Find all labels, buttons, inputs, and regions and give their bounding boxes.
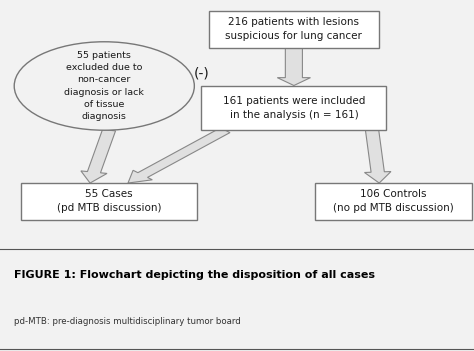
Bar bbox=[201, 86, 386, 130]
Text: (-): (-) bbox=[193, 67, 210, 81]
Text: FIGURE 1: Flowchart depicting the disposition of all cases: FIGURE 1: Flowchart depicting the dispos… bbox=[14, 270, 375, 280]
Polygon shape bbox=[277, 48, 310, 86]
Text: pd-MTB: pre-diagnosis multidisciplinary tumor board: pd-MTB: pre-diagnosis multidisciplinary … bbox=[14, 317, 241, 326]
Ellipse shape bbox=[14, 42, 194, 130]
Polygon shape bbox=[81, 130, 116, 183]
Bar bbox=[315, 183, 472, 220]
Bar bbox=[21, 183, 197, 220]
Text: 161 patients were included
in the analysis (n = 161): 161 patients were included in the analys… bbox=[223, 96, 365, 120]
Text: 216 patients with lesions
suspicious for lung cancer: 216 patients with lesions suspicious for… bbox=[226, 18, 362, 41]
Bar bbox=[209, 11, 379, 48]
Polygon shape bbox=[128, 128, 230, 183]
Text: 55 Cases
(pd MTB discussion): 55 Cases (pd MTB discussion) bbox=[57, 190, 161, 213]
Text: 55 patients
excluded due to
non-cancer
diagnosis or lack
of tissue
diagnosis: 55 patients excluded due to non-cancer d… bbox=[64, 51, 144, 121]
Text: 106 Controls
(no pd MTB discussion): 106 Controls (no pd MTB discussion) bbox=[333, 190, 454, 213]
Polygon shape bbox=[365, 130, 391, 183]
